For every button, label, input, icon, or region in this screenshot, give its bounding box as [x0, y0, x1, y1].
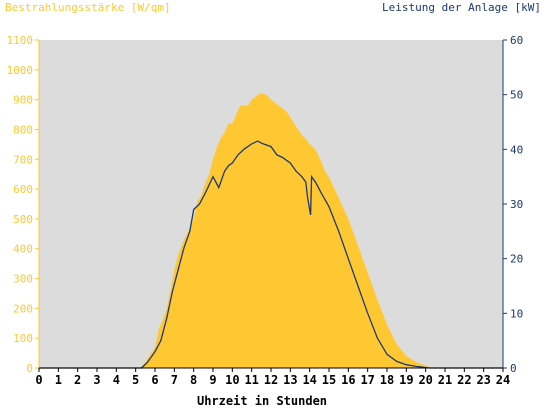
- x-tick-label: 11: [244, 373, 258, 387]
- x-tick-label: 16: [341, 373, 355, 387]
- right-tick-label: 50: [510, 89, 523, 102]
- left-tick-label: 300: [13, 273, 33, 286]
- x-tick-label: 22: [457, 373, 471, 387]
- x-tick-label: 24: [496, 373, 510, 387]
- x-tick-label: 23: [476, 373, 490, 387]
- x-tick-label: 14: [302, 373, 316, 387]
- irradiance-area-layer: [39, 93, 503, 368]
- right-tick-label: 10: [510, 307, 523, 320]
- right-tick-label: 20: [510, 253, 523, 266]
- left-tick-label: 500: [13, 213, 33, 226]
- x-tick-label: 0: [35, 373, 42, 387]
- x-tick-label: 9: [209, 373, 216, 387]
- right-tick-label: 30: [510, 198, 523, 211]
- x-tick-label: 1: [55, 373, 62, 387]
- x-tick-label: 18: [380, 373, 394, 387]
- left-tick-label: 800: [13, 123, 33, 136]
- right-tick-label: 40: [510, 143, 523, 156]
- left-tick-label: 900: [13, 94, 33, 107]
- x-tick-label: 10: [225, 373, 239, 387]
- left-axis: 0 100 200 300 400 500 600 700 800 900 1000 1100: [7, 34, 40, 375]
- x-tick-label: 2: [74, 373, 81, 387]
- right-axis: 0 10 20 30 40 50 60: [502, 34, 523, 375]
- right-tick-label: 60: [510, 34, 523, 47]
- left-tick-label: 100: [13, 332, 33, 345]
- left-tick-label: 0: [26, 362, 33, 375]
- x-tick-label: 5: [132, 373, 139, 387]
- right-axis-title: Leistung der Anlage [kW]: [382, 1, 541, 14]
- left-tick-label: 1100: [7, 34, 34, 47]
- power-line: [39, 140, 503, 369]
- x-tick-label: 15: [322, 373, 336, 387]
- left-axis-title: Bestrahlungsstärke [W/qm]: [5, 1, 171, 14]
- x-tick-label: 20: [418, 373, 432, 387]
- right-tick-label: 0: [510, 362, 517, 375]
- left-tick-label: 200: [13, 302, 33, 315]
- x-axis-label: Uhrzeit in Stunden: [197, 394, 327, 408]
- left-tick-label: 1000: [7, 64, 34, 77]
- irradiance-area: [39, 93, 503, 368]
- x-tick-label: 3: [93, 373, 100, 387]
- left-tick-label: 700: [13, 153, 33, 166]
- power-line-layer: [39, 140, 503, 369]
- x-tick-label: 8: [190, 373, 197, 387]
- x-tick-label: 12: [264, 373, 278, 387]
- x-axis: 0 1 2 3 4 5 6 7 8 9 10 11 12 13 14 15 16 17 18 19 20 21 22 23 24: [35, 367, 510, 387]
- left-tick-label: 600: [13, 183, 33, 196]
- x-tick-label: 4: [113, 373, 120, 387]
- x-tick-label: 19: [399, 373, 413, 387]
- left-tick-label: 400: [13, 243, 33, 256]
- x-tick-label: 21: [438, 373, 452, 387]
- x-tick-label: 6: [151, 373, 158, 387]
- x-tick-label: 7: [171, 373, 178, 387]
- x-tick-label: 17: [360, 373, 374, 387]
- x-tick-label: 13: [283, 373, 297, 387]
